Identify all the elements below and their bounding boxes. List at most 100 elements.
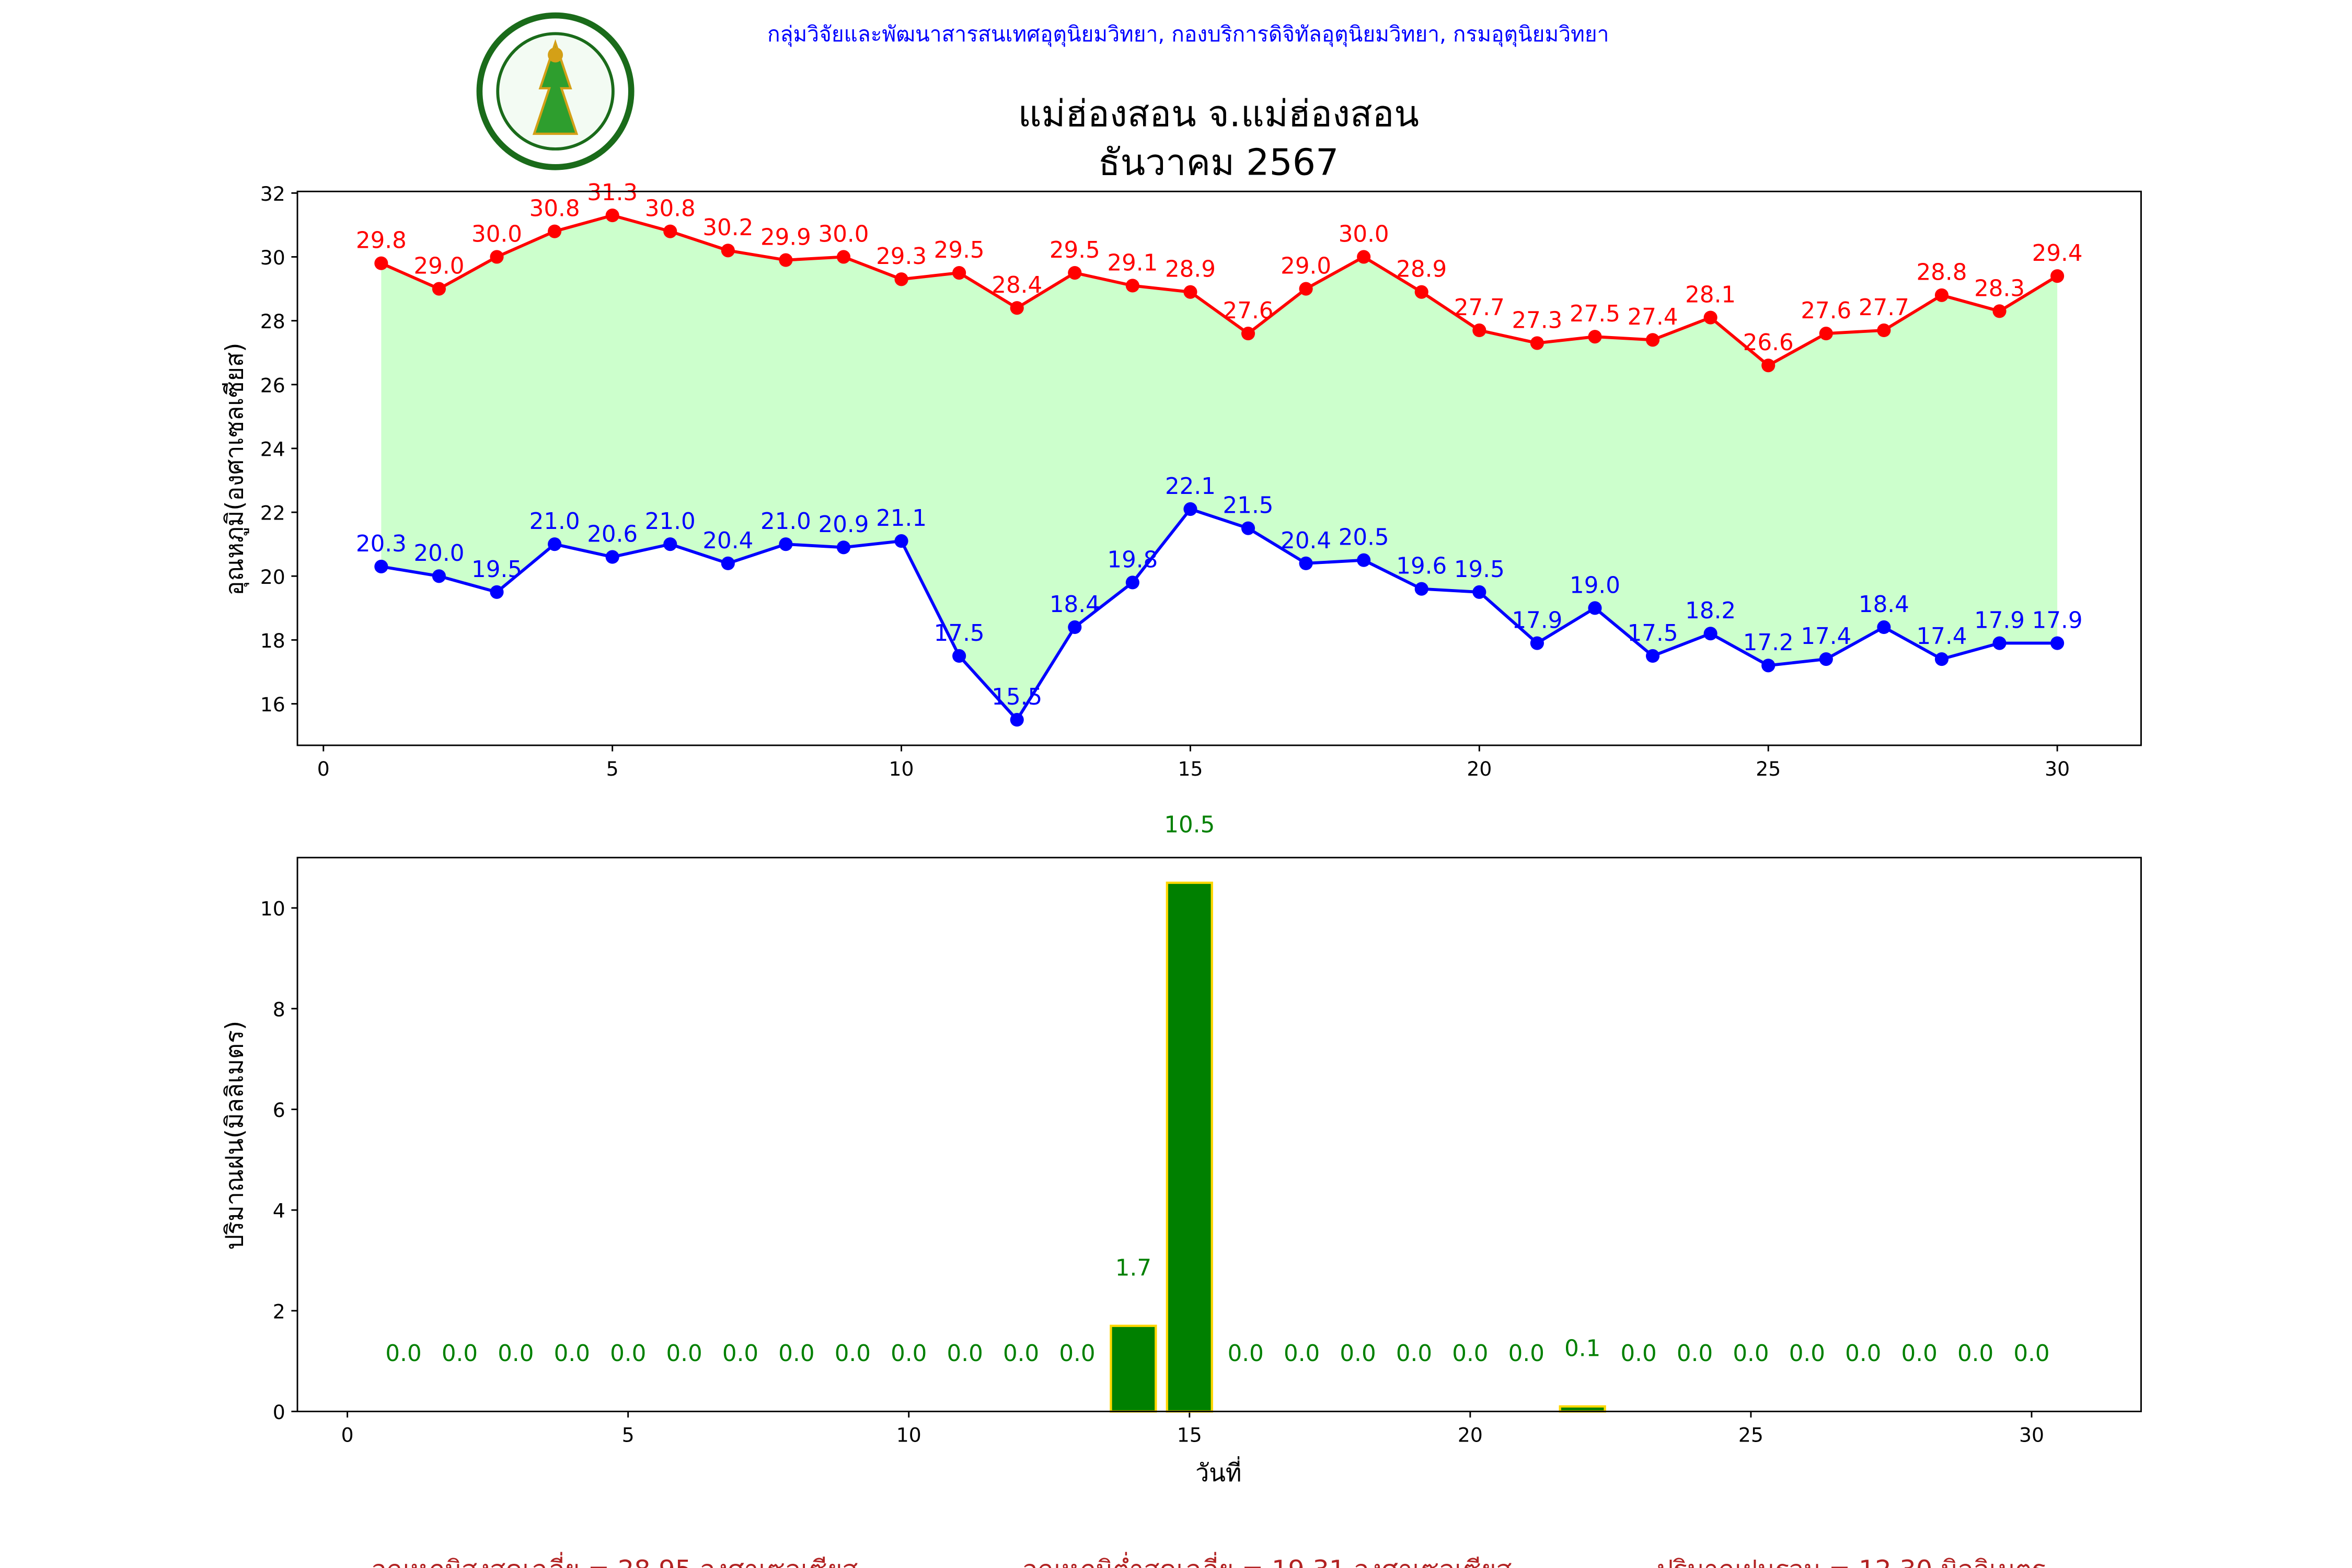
rain-label: 0.0 (1733, 1341, 1769, 1367)
min-temp-point (605, 550, 619, 564)
max-temp-point (1819, 327, 1833, 341)
rain-label: 0.0 (947, 1341, 983, 1367)
y-axis-label-temperature: อุณหภูมิ(องศาเซลเซียส) (221, 343, 250, 596)
y-tick-label: 24 (260, 437, 285, 460)
max-temp-label: 26.6 (1743, 330, 1794, 356)
max-temp-point (374, 256, 388, 270)
min-temp-label: 20.0 (413, 540, 464, 567)
y-tick-label: 10 (260, 897, 285, 920)
min-temp-label: 17.2 (1743, 630, 1794, 656)
max-temp-point (721, 244, 735, 258)
max-temp-label: 30.0 (1339, 221, 1389, 247)
x-tick-label: 25 (1756, 757, 1781, 780)
x-tick-label: 30 (2019, 1424, 2044, 1447)
min-temp-label: 19.5 (1454, 557, 1505, 583)
rain-label: 0.0 (610, 1341, 646, 1367)
min-temp-label: 17.5 (1628, 620, 1678, 647)
rain-label: 0.0 (835, 1341, 871, 1367)
min-temp-point (1010, 713, 1024, 727)
max-temp-label: 28.8 (1916, 260, 1967, 286)
x-tick-label: 30 (2045, 757, 2070, 780)
rain-label: 0.0 (778, 1341, 814, 1367)
max-temp-point (952, 266, 966, 280)
max-temp-label: 30.0 (818, 221, 869, 247)
summary-avg-min: อุณหภูมิต่ำสุดเฉลี่ย = 19.31 องศาเซลเซีย… (1022, 1552, 1512, 1568)
max-temp-label: 29.0 (1281, 253, 1331, 280)
max-temp-point (432, 282, 446, 296)
min-temp-label: 18.2 (1685, 598, 1736, 624)
max-temp-label: 30.2 (702, 215, 753, 241)
rain-label: 0.0 (1957, 1341, 1993, 1367)
max-temp-point (1183, 285, 1197, 299)
max-temp-point (2050, 269, 2065, 283)
tmd-logo (476, 12, 635, 170)
max-temp-point (1992, 304, 2007, 318)
min-temp-label: 19.0 (1570, 572, 1620, 598)
max-temp-point (1877, 323, 1891, 338)
min-temp-label: 20.6 (587, 522, 638, 548)
rain-label: 0.0 (442, 1341, 478, 1367)
max-temp-label: 28.4 (991, 272, 1042, 298)
min-temp-label: 21.5 (1223, 493, 1274, 519)
min-temp-label: 21.0 (529, 509, 580, 535)
min-temp-label: 18.4 (1859, 592, 1909, 618)
max-temp-point (1703, 310, 1717, 325)
min-temp-label: 17.9 (1974, 607, 2025, 633)
min-temp-label: 17.9 (1512, 607, 1562, 633)
max-temp-label: 27.6 (1223, 298, 1274, 324)
max-temp-point (894, 272, 908, 286)
max-temp-label: 27.7 (1454, 295, 1505, 321)
rain-label: 0.0 (1396, 1341, 1432, 1367)
min-temp-point (2050, 636, 2065, 650)
min-temp-point (1241, 521, 1255, 535)
max-temp-label: 28.9 (1396, 257, 1447, 283)
min-temp-label: 17.9 (2032, 607, 2083, 633)
rain-bar (1110, 1324, 1157, 1413)
min-temp-point (1703, 627, 1717, 641)
min-temp-point (1357, 553, 1371, 567)
range-fill (381, 215, 2058, 720)
x-tick-label: 15 (1178, 757, 1203, 780)
max-temp-point (1299, 282, 1313, 296)
max-temp-point (1934, 288, 1949, 302)
y-tick-label: 20 (260, 566, 285, 589)
min-temp-point (1183, 502, 1197, 516)
min-temp-point (779, 537, 793, 551)
min-temp-label: 21.0 (645, 509, 696, 535)
plot-frame (296, 857, 2142, 1412)
min-temp-point (1068, 620, 1082, 635)
rain-label: 0.0 (498, 1341, 534, 1367)
min-temp-label: 21.0 (760, 509, 811, 535)
min-temp-point (1992, 636, 2007, 650)
y-tick-label: 28 (260, 310, 285, 333)
min-temp-point (432, 569, 446, 583)
rain-label: 0.0 (1452, 1341, 1488, 1367)
max-temp-point (1472, 323, 1486, 338)
rain-label: 0.0 (891, 1341, 927, 1367)
max-temp-point (1588, 330, 1602, 344)
min-temp-point (1299, 556, 1313, 570)
rain-label: 0.0 (1228, 1341, 1264, 1367)
y-tick-label: 4 (273, 1200, 285, 1223)
max-temp-point (1241, 327, 1255, 341)
min-temp-line (381, 507, 2058, 722)
rain-label: 0.0 (1901, 1341, 1938, 1367)
max-temp-point (548, 224, 562, 238)
min-temp-point (1819, 652, 1833, 666)
min-temp-point (1877, 620, 1891, 635)
rain-label: 0.0 (1284, 1341, 1320, 1367)
max-temp-label: 29.5 (934, 237, 985, 263)
max-temp-point (1761, 359, 1775, 373)
y-tick-label: 2 (273, 1300, 285, 1323)
rain-label: 0.0 (722, 1341, 758, 1367)
x-tick-label: 0 (317, 757, 330, 780)
min-temp-point (1934, 652, 1949, 666)
max-temp-label: 29.0 (413, 253, 464, 280)
rain-label: 0.0 (1508, 1341, 1544, 1367)
min-temp-label: 15.5 (991, 684, 1042, 710)
rain-label: 0.0 (1059, 1341, 1095, 1367)
min-temp-label: 20.9 (818, 512, 869, 538)
y-tick-label: 0 (273, 1401, 285, 1424)
temperature-chart: 0 5 10 15 20 25 3016182022242628303229.829.030… (260, 180, 2142, 780)
